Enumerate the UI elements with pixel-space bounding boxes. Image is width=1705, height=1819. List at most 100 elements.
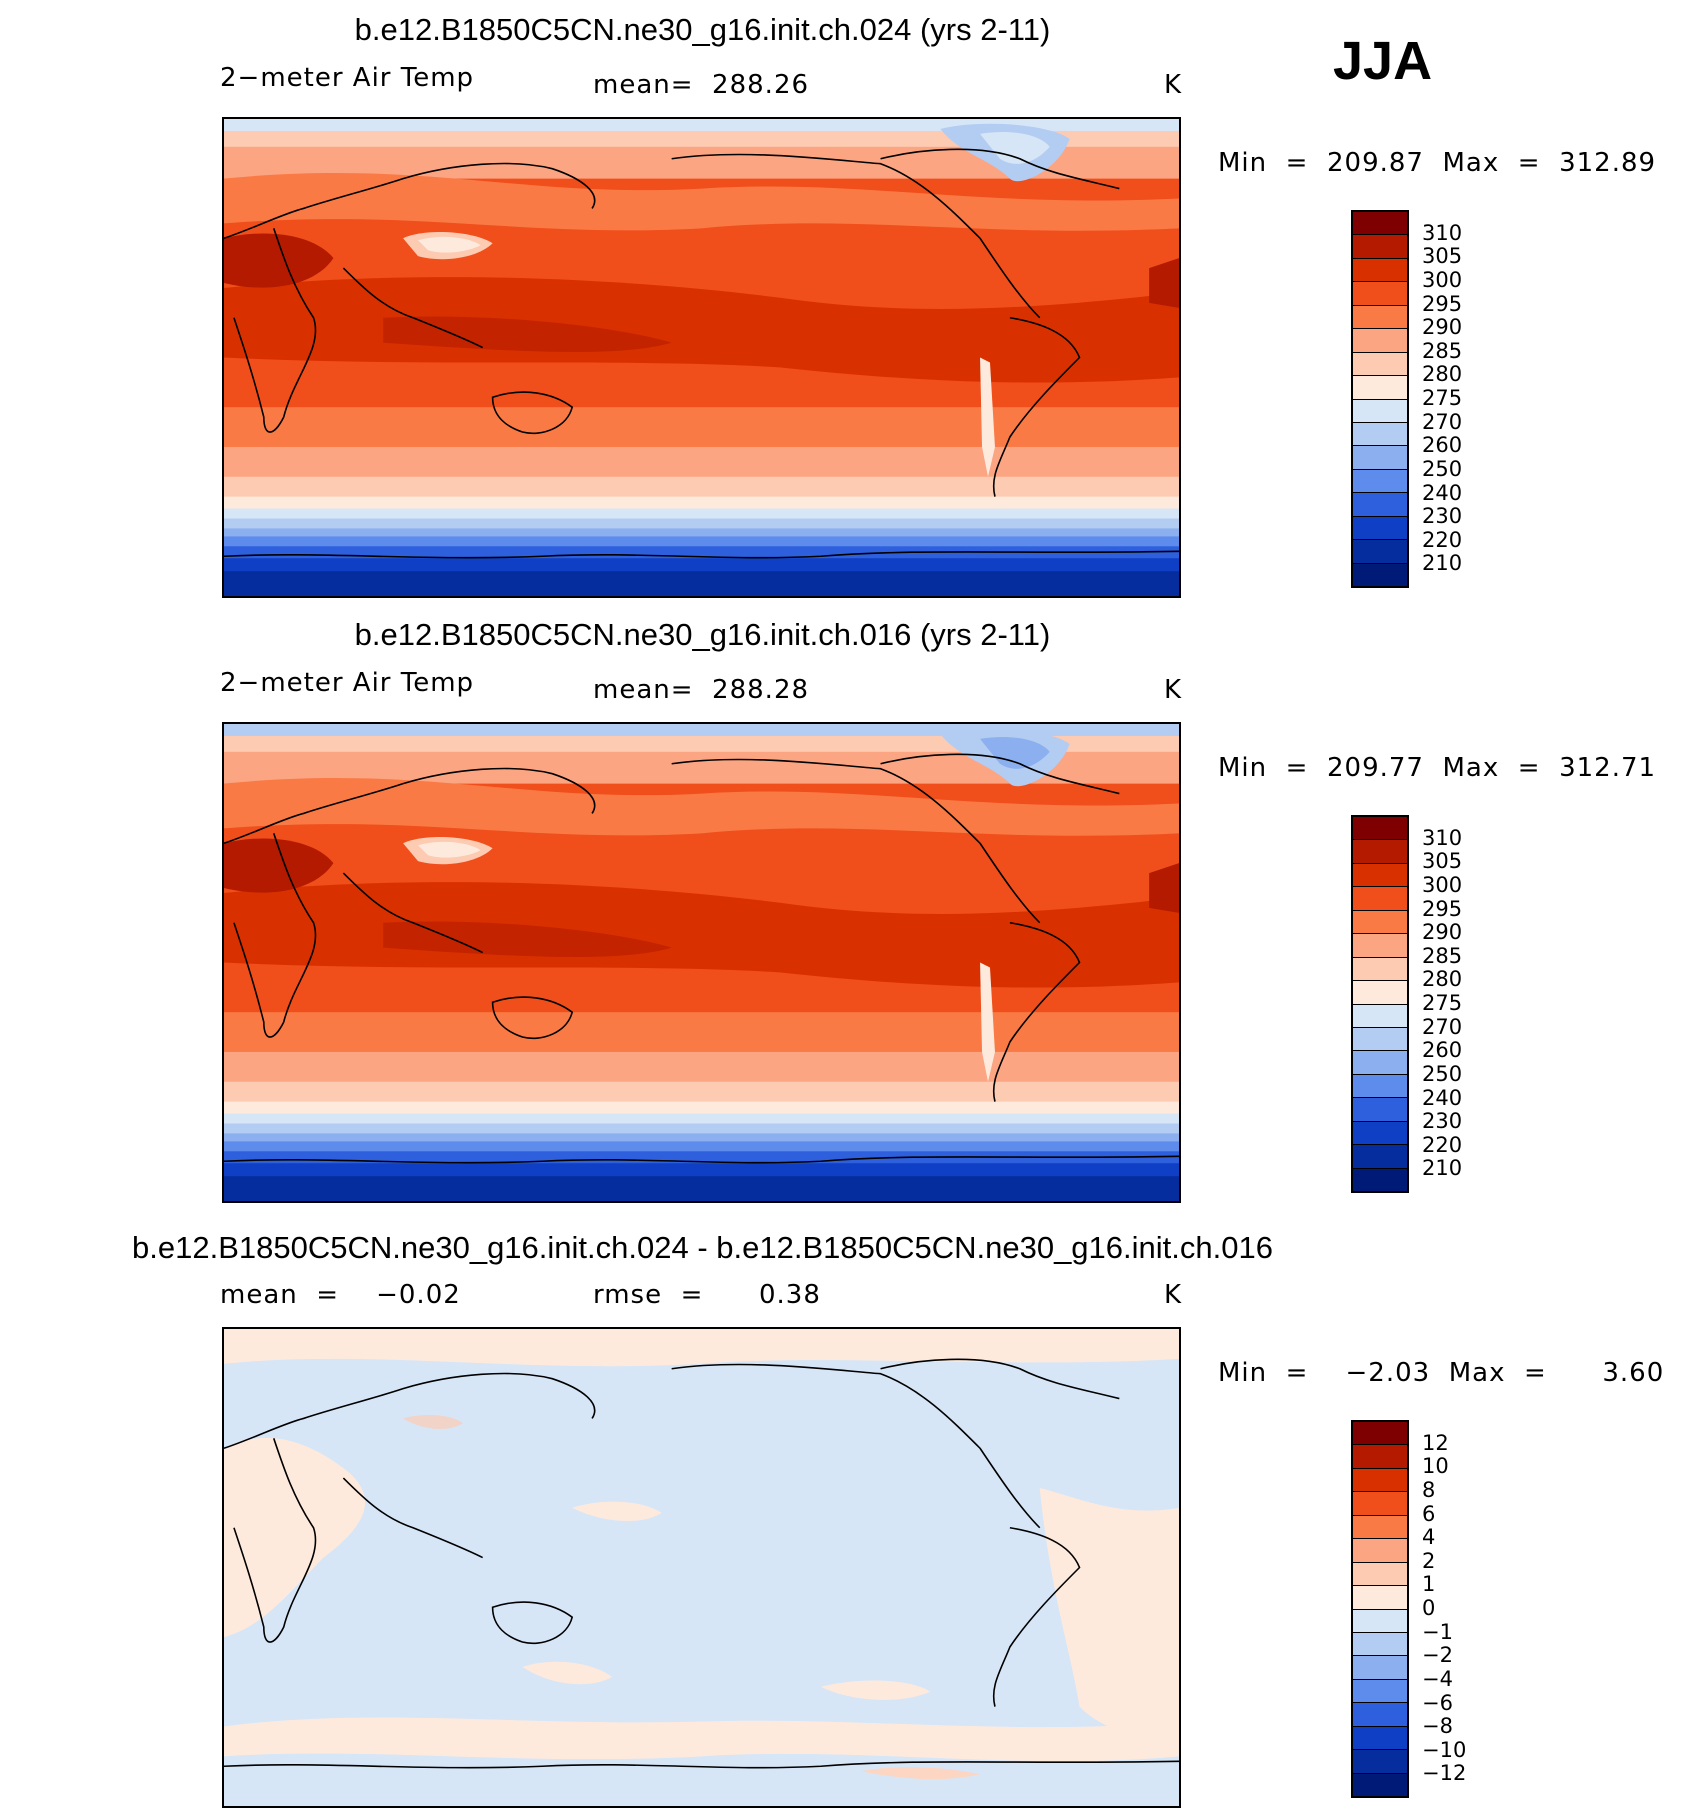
panel1-map-svg bbox=[224, 119, 1179, 596]
colorbar-tick-label: 300 bbox=[1422, 267, 1463, 292]
panel2-temperature-map bbox=[222, 722, 1181, 1203]
colorbar-tick-label: −1 bbox=[1422, 1619, 1453, 1644]
colorbar-segment bbox=[1353, 399, 1407, 423]
colorbar-tick-label: −8 bbox=[1422, 1714, 1453, 1739]
colorbar-segment bbox=[1353, 446, 1407, 470]
panel2-title: b.e12.B1850C5CN.ne30_g16.init.ch.016 (yr… bbox=[354, 617, 1051, 652]
colorbar-segment bbox=[1353, 329, 1407, 353]
colorbar-segment bbox=[1353, 540, 1407, 564]
colorbar-tick-label: 280 bbox=[1422, 362, 1463, 387]
panel1-mean-label: mean= 288.26 bbox=[593, 70, 810, 100]
colorbar-tick-label: 260 bbox=[1422, 1038, 1463, 1063]
colorbar-tick-label: −10 bbox=[1422, 1737, 1467, 1762]
colorbar-tick-label: 310 bbox=[1422, 825, 1463, 850]
colorbar-tick-label: 300 bbox=[1422, 872, 1463, 897]
colorbar-tick-label: 305 bbox=[1422, 244, 1463, 269]
colorbar-segment bbox=[1353, 863, 1407, 888]
colorbar-tick-label: 230 bbox=[1422, 504, 1463, 529]
panel2-minmax-label: Min = 209.77 Max = 312.71 bbox=[1218, 753, 1657, 783]
panel3-rmse-label: rmse = 0.38 bbox=[593, 1280, 821, 1310]
colorbar-segment bbox=[1353, 981, 1407, 1005]
colorbar-segment bbox=[1353, 1773, 1407, 1796]
colorbar-segment bbox=[1353, 1422, 1407, 1446]
colorbar-segment bbox=[1353, 376, 1407, 400]
colorbar-tick-label: 290 bbox=[1422, 920, 1463, 945]
colorbar-tick-label: 250 bbox=[1422, 456, 1463, 481]
colorbar-tick-label: 220 bbox=[1422, 1132, 1463, 1157]
colorbar-segment bbox=[1353, 934, 1407, 958]
colorbar-tick-label: 295 bbox=[1422, 896, 1463, 921]
colorbar-segment bbox=[1353, 817, 1407, 841]
colorbar-tick-label: 310 bbox=[1422, 220, 1463, 245]
panel1-units-label: K bbox=[1164, 70, 1183, 100]
colorbar-tick-label: 230 bbox=[1422, 1109, 1463, 1134]
colorbar-segment bbox=[1353, 563, 1407, 586]
panel3-mean-label: mean = −0.02 bbox=[220, 1280, 461, 1310]
colorbar-segment bbox=[1353, 840, 1407, 864]
panel3-colorbar bbox=[1351, 1420, 1409, 1798]
colorbar-segment bbox=[1353, 1609, 1407, 1633]
colorbar-segment bbox=[1353, 1515, 1407, 1540]
panel3-title: b.e12.B1850C5CN.ne30_g16.init.ch.024 - b… bbox=[132, 1230, 1273, 1265]
colorbar-segment bbox=[1353, 352, 1407, 377]
panel1-minmax-label: Min = 209.87 Max = 312.89 bbox=[1218, 148, 1657, 178]
colorbar-tick-label: 4 bbox=[1422, 1525, 1436, 1550]
panel3-map-svg bbox=[224, 1329, 1179, 1806]
panel1-title: b.e12.B1850C5CN.ne30_g16.init.ch.024 (yr… bbox=[354, 12, 1051, 47]
colorbar-segment bbox=[1353, 1679, 1407, 1704]
colorbar-segment bbox=[1353, 1726, 1407, 1751]
panel3-difference-map bbox=[222, 1327, 1181, 1808]
colorbar-tick-label: 250 bbox=[1422, 1061, 1463, 1086]
colorbar-segment bbox=[1353, 258, 1407, 283]
colorbar-segment bbox=[1353, 957, 1407, 982]
colorbar-segment bbox=[1353, 305, 1407, 330]
panel2-variable-label: 2−meter Air Temp bbox=[220, 668, 475, 698]
colorbar-tick-label: 1 bbox=[1422, 1572, 1436, 1597]
colorbar-tick-label: 10 bbox=[1422, 1454, 1449, 1479]
colorbar-tick-label: 6 bbox=[1422, 1501, 1436, 1526]
colorbar-tick-label: 275 bbox=[1422, 386, 1463, 410]
colorbar-segment bbox=[1353, 1468, 1407, 1493]
season-label: JJA bbox=[1333, 31, 1433, 91]
colorbar-tick-label: 260 bbox=[1422, 433, 1463, 458]
colorbar-segment bbox=[1353, 235, 1407, 259]
colorbar-segment bbox=[1353, 282, 1407, 306]
colorbar-segment bbox=[1353, 1562, 1407, 1587]
colorbar-segment bbox=[1353, 1703, 1407, 1727]
colorbar-segment bbox=[1353, 516, 1407, 541]
colorbar-segment bbox=[1353, 1145, 1407, 1169]
colorbar-segment bbox=[1353, 1027, 1407, 1052]
panel2-map-svg bbox=[224, 724, 1179, 1201]
colorbar-tick-label: 2 bbox=[1422, 1548, 1436, 1573]
colorbar-segment bbox=[1353, 1051, 1407, 1075]
colorbar-tick-label: −4 bbox=[1422, 1666, 1453, 1691]
panel2-units-label: K bbox=[1164, 675, 1183, 705]
colorbar-segment bbox=[1353, 1074, 1407, 1099]
colorbar-tick-label: 290 bbox=[1422, 315, 1463, 340]
colorbar-segment bbox=[1353, 422, 1407, 447]
colorbar-segment bbox=[1353, 1445, 1407, 1469]
colorbar-tick-label: 305 bbox=[1422, 849, 1463, 874]
colorbar-tick-label: 8 bbox=[1422, 1477, 1436, 1502]
colorbar-segment bbox=[1353, 1656, 1407, 1680]
colorbar-tick-label: −6 bbox=[1422, 1690, 1453, 1715]
colorbar-segment bbox=[1353, 1539, 1407, 1563]
colorbar-segment bbox=[1353, 1492, 1407, 1516]
colorbar-tick-label: −2 bbox=[1422, 1643, 1453, 1668]
colorbar-tick-label: 270 bbox=[1422, 1014, 1463, 1039]
colorbar-segment bbox=[1353, 493, 1407, 517]
colorbar-segment bbox=[1353, 1750, 1407, 1774]
panel1-variable-label: 2−meter Air Temp bbox=[220, 63, 475, 93]
colorbar-tick-label: 210 bbox=[1422, 1156, 1463, 1181]
colorbar-segment bbox=[1353, 469, 1407, 494]
colorbar-segment bbox=[1353, 1004, 1407, 1028]
colorbar-tick-label: 285 bbox=[1422, 943, 1463, 968]
colorbar-tick-label: 12 bbox=[1422, 1430, 1449, 1455]
colorbar-segment bbox=[1353, 1586, 1407, 1610]
colorbar-tick-label: 280 bbox=[1422, 967, 1463, 992]
colorbar-segment bbox=[1353, 212, 1407, 236]
colorbar-tick-label: 0 bbox=[1422, 1596, 1436, 1620]
colorbar-tick-label: 285 bbox=[1422, 338, 1463, 363]
colorbar-tick-label: 295 bbox=[1422, 291, 1463, 316]
colorbar-tick-label: −12 bbox=[1422, 1761, 1467, 1786]
